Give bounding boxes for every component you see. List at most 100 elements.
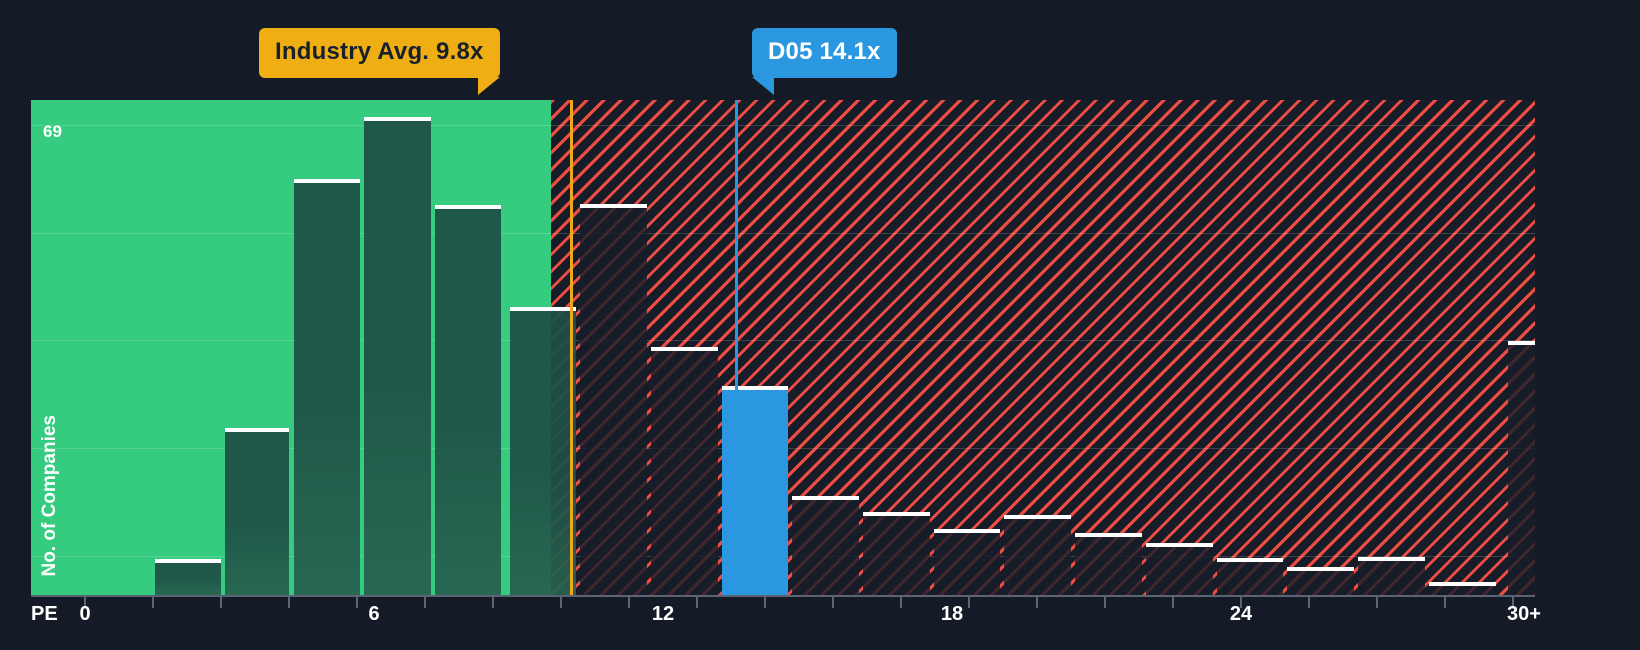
bar-body — [792, 500, 859, 595]
histogram-bar[interactable] — [1217, 558, 1283, 595]
bar-body — [580, 208, 647, 595]
histogram-bar[interactable] — [792, 496, 859, 595]
x-axis-tick-label-24: 24 — [1229, 603, 1253, 625]
x-axis-tick — [1172, 597, 1174, 608]
bar-body — [1358, 561, 1425, 595]
company-pe-callout[interactable]: D05 14.1x — [752, 28, 897, 95]
company-pe-line — [734, 100, 738, 404]
histogram-bar[interactable] — [364, 117, 431, 595]
industry-average-label: Industry Avg. 9.8x — [275, 38, 484, 65]
x-axis-tick — [832, 597, 834, 608]
bar-body — [863, 516, 930, 595]
company-pe-label: D05 14.1x — [768, 38, 881, 65]
x-axis-tick — [1104, 597, 1106, 608]
bar-body — [934, 533, 1000, 595]
histogram-bar[interactable] — [435, 205, 501, 595]
histogram-bar[interactable] — [651, 347, 718, 595]
y-axis-title: No. of Companies — [39, 415, 60, 577]
x-axis-tick — [968, 597, 970, 608]
x-axis-tick — [1240, 597, 1242, 608]
histogram-bar[interactable] — [225, 428, 289, 595]
x-axis-tick-label-12: 12 — [651, 603, 675, 625]
bar-cap — [225, 428, 289, 432]
bar-body — [1146, 547, 1213, 595]
bar-body — [225, 432, 289, 595]
x-axis-line — [31, 595, 1535, 597]
x-axis-tick — [560, 597, 562, 608]
x-axis-tick — [1444, 597, 1446, 608]
bar-cap — [1075, 533, 1142, 537]
x-axis-tick — [424, 597, 426, 608]
x-axis-tick — [628, 597, 630, 608]
plot-area: 69 No. of Companies — [31, 100, 1535, 595]
x-axis-tick — [1036, 597, 1038, 608]
x-axis-tick — [492, 597, 494, 608]
bar-cap — [651, 347, 718, 351]
bar-cap — [1146, 543, 1213, 547]
x-axis-tick — [1308, 597, 1310, 608]
industry-average-line — [570, 100, 574, 595]
bar-body — [435, 209, 501, 595]
bar-body — [510, 311, 576, 595]
bar-cap — [1217, 558, 1283, 562]
bar-body — [1004, 519, 1071, 595]
bar-cap — [580, 204, 647, 208]
x-axis-tick — [1376, 597, 1378, 608]
bar-body — [651, 351, 718, 595]
histogram-bar[interactable] — [580, 204, 647, 595]
gridline-2 — [31, 233, 1535, 234]
bar-body — [155, 563, 221, 595]
x-axis-tick — [900, 597, 902, 608]
x-axis-tick — [288, 597, 290, 608]
x-axis-tick — [220, 597, 222, 608]
bar-body — [1508, 345, 1535, 595]
callout-tail — [752, 77, 774, 95]
bar-body — [364, 121, 431, 595]
y-max-value-label: 69 — [43, 122, 62, 141]
histogram-bar[interactable] — [863, 512, 930, 595]
histogram-bar[interactable] — [1146, 543, 1213, 595]
callout-tail — [477, 77, 500, 95]
bar-body — [1217, 562, 1283, 595]
industry-average-callout[interactable]: Industry Avg. 9.8x — [259, 28, 500, 95]
bar-cap — [1287, 567, 1354, 571]
histogram-bar[interactable] — [1358, 557, 1425, 595]
x-axis-tick — [696, 597, 698, 608]
bar-cap — [1429, 582, 1496, 586]
bar-cap — [1508, 341, 1535, 345]
histogram-bar[interactable] — [294, 179, 360, 595]
bar-body — [1075, 537, 1142, 595]
histogram-bar[interactable] — [1429, 582, 1496, 595]
bar-body — [722, 390, 788, 595]
histogram-bar[interactable] — [1004, 515, 1071, 595]
bar-body — [294, 183, 360, 595]
histogram-bar[interactable] — [1075, 533, 1142, 595]
x-axis-tick-label-18: 18 — [940, 603, 964, 625]
bar-cap — [792, 496, 859, 500]
bar-cap — [863, 512, 930, 516]
highlighted-company-bar[interactable] — [722, 386, 788, 595]
bar-cap — [155, 559, 221, 563]
bar-cap — [364, 117, 431, 121]
histogram-bar[interactable] — [1287, 567, 1354, 595]
bar-body — [1287, 571, 1354, 595]
bar-cap — [294, 179, 360, 183]
bar-cap — [1004, 515, 1071, 519]
gridline-1 — [31, 125, 1535, 126]
x-axis-tick — [1512, 597, 1514, 608]
x-axis-tick-label-0: 0 — [79, 603, 91, 625]
bar-cap — [1358, 557, 1425, 561]
gridline-3 — [31, 340, 1535, 341]
x-axis-tick-label-30: 30+ — [1507, 603, 1541, 625]
x-axis-prefix-label: PE — [31, 603, 58, 625]
bar-cap — [934, 529, 1000, 533]
histogram-bar[interactable] — [510, 307, 576, 595]
histogram-bar[interactable] — [934, 529, 1000, 595]
histogram-bar[interactable] — [1508, 341, 1535, 595]
bar-body — [1429, 586, 1496, 595]
bar-cap — [435, 205, 501, 209]
histogram-bar[interactable] — [155, 559, 221, 595]
bar-cap — [722, 386, 788, 390]
x-axis-tick — [356, 597, 358, 608]
